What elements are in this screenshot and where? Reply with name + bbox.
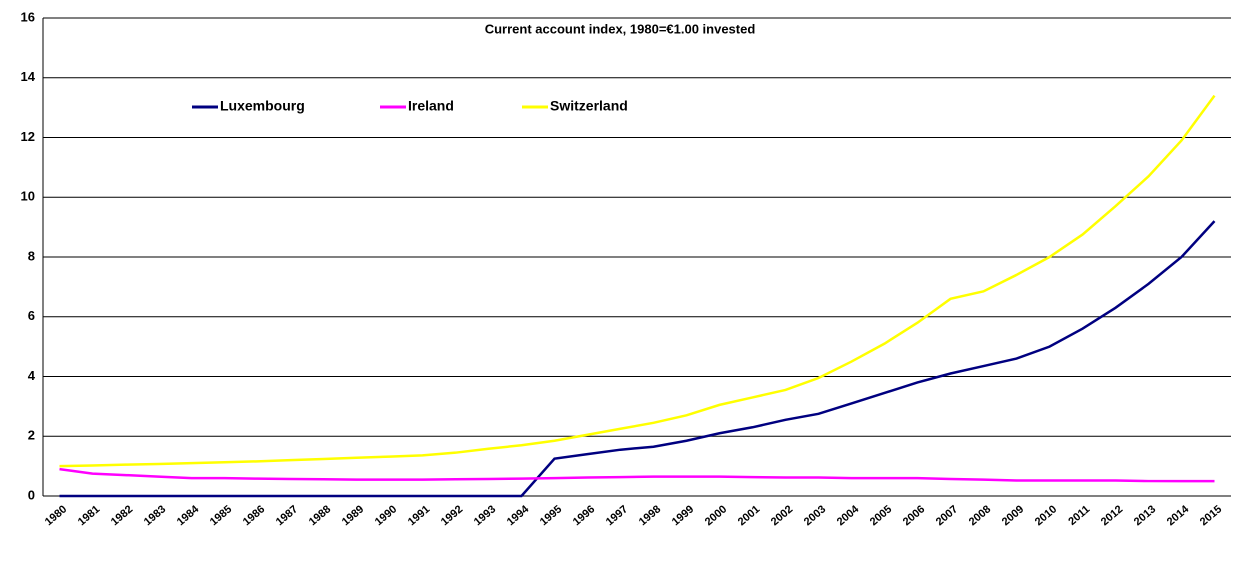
x-tick-label: 2012 — [1099, 503, 1125, 528]
x-tick-label: 1986 — [241, 503, 267, 528]
series-line — [59, 94, 1216, 468]
series-line — [59, 467, 1215, 483]
x-tick-label: 2007 — [934, 503, 960, 528]
chart-title: Current account index, 1980=€1.00 invest… — [485, 21, 756, 36]
x-tick-label: 2009 — [1000, 503, 1026, 528]
x-tick-label: 1996 — [571, 503, 597, 528]
x-tick-label: 1980 — [43, 503, 69, 528]
legend-label: Luxembourg — [220, 98, 305, 114]
x-tick-label: 2010 — [1033, 503, 1059, 528]
x-tick-label: 1982 — [109, 503, 135, 528]
x-tick-label: 1997 — [604, 503, 630, 528]
x-tick-label: 2002 — [769, 503, 795, 528]
x-tick-label: 2014 — [1165, 503, 1192, 528]
x-tick-label: 1993 — [472, 503, 498, 528]
y-tick-label: 16 — [21, 9, 35, 24]
x-tick-label: 2004 — [835, 503, 862, 528]
y-tick-label: 6 — [28, 308, 35, 323]
y-tick-label: 0 — [28, 487, 35, 502]
x-tick-label: 1998 — [637, 503, 663, 528]
x-tick-label: 1988 — [307, 503, 333, 528]
x-tick-label: 1983 — [142, 503, 168, 528]
y-tick-label: 12 — [21, 129, 35, 144]
x-tick-label: 2008 — [967, 503, 993, 528]
x-tick-label: 2003 — [802, 503, 828, 528]
x-tick-label: 1984 — [175, 503, 202, 528]
x-tick-label: 2013 — [1132, 503, 1158, 528]
x-tick-label: 2006 — [901, 503, 927, 528]
x-tick-label: 1990 — [373, 503, 399, 528]
x-tick-label: 1985 — [208, 503, 234, 528]
y-tick-label: 2 — [28, 428, 35, 443]
x-tick-label: 1981 — [76, 503, 102, 528]
x-tick-label: 1999 — [670, 503, 696, 528]
legend-label: Switzerland — [550, 98, 628, 114]
x-tick-label: 1994 — [505, 503, 532, 528]
x-tick-label: 2001 — [736, 503, 762, 528]
x-tick-label: 1989 — [340, 503, 366, 528]
x-tick-label: 2005 — [868, 503, 894, 528]
x-tick-label: 1987 — [274, 503, 300, 528]
legend-label: Ireland — [408, 98, 454, 114]
y-tick-label: 14 — [21, 69, 36, 84]
y-tick-label: 8 — [28, 248, 35, 263]
x-tick-label: 1991 — [406, 503, 432, 528]
y-tick-label: 4 — [28, 368, 36, 383]
y-tick-label: 10 — [21, 189, 35, 204]
x-tick-label: 1992 — [439, 503, 465, 528]
x-tick-label: 1995 — [538, 503, 564, 528]
x-tick-label: 2015 — [1198, 503, 1224, 528]
series-line — [59, 220, 1216, 498]
x-tick-label: 2000 — [703, 503, 729, 528]
x-tick-label: 2011 — [1066, 503, 1092, 528]
